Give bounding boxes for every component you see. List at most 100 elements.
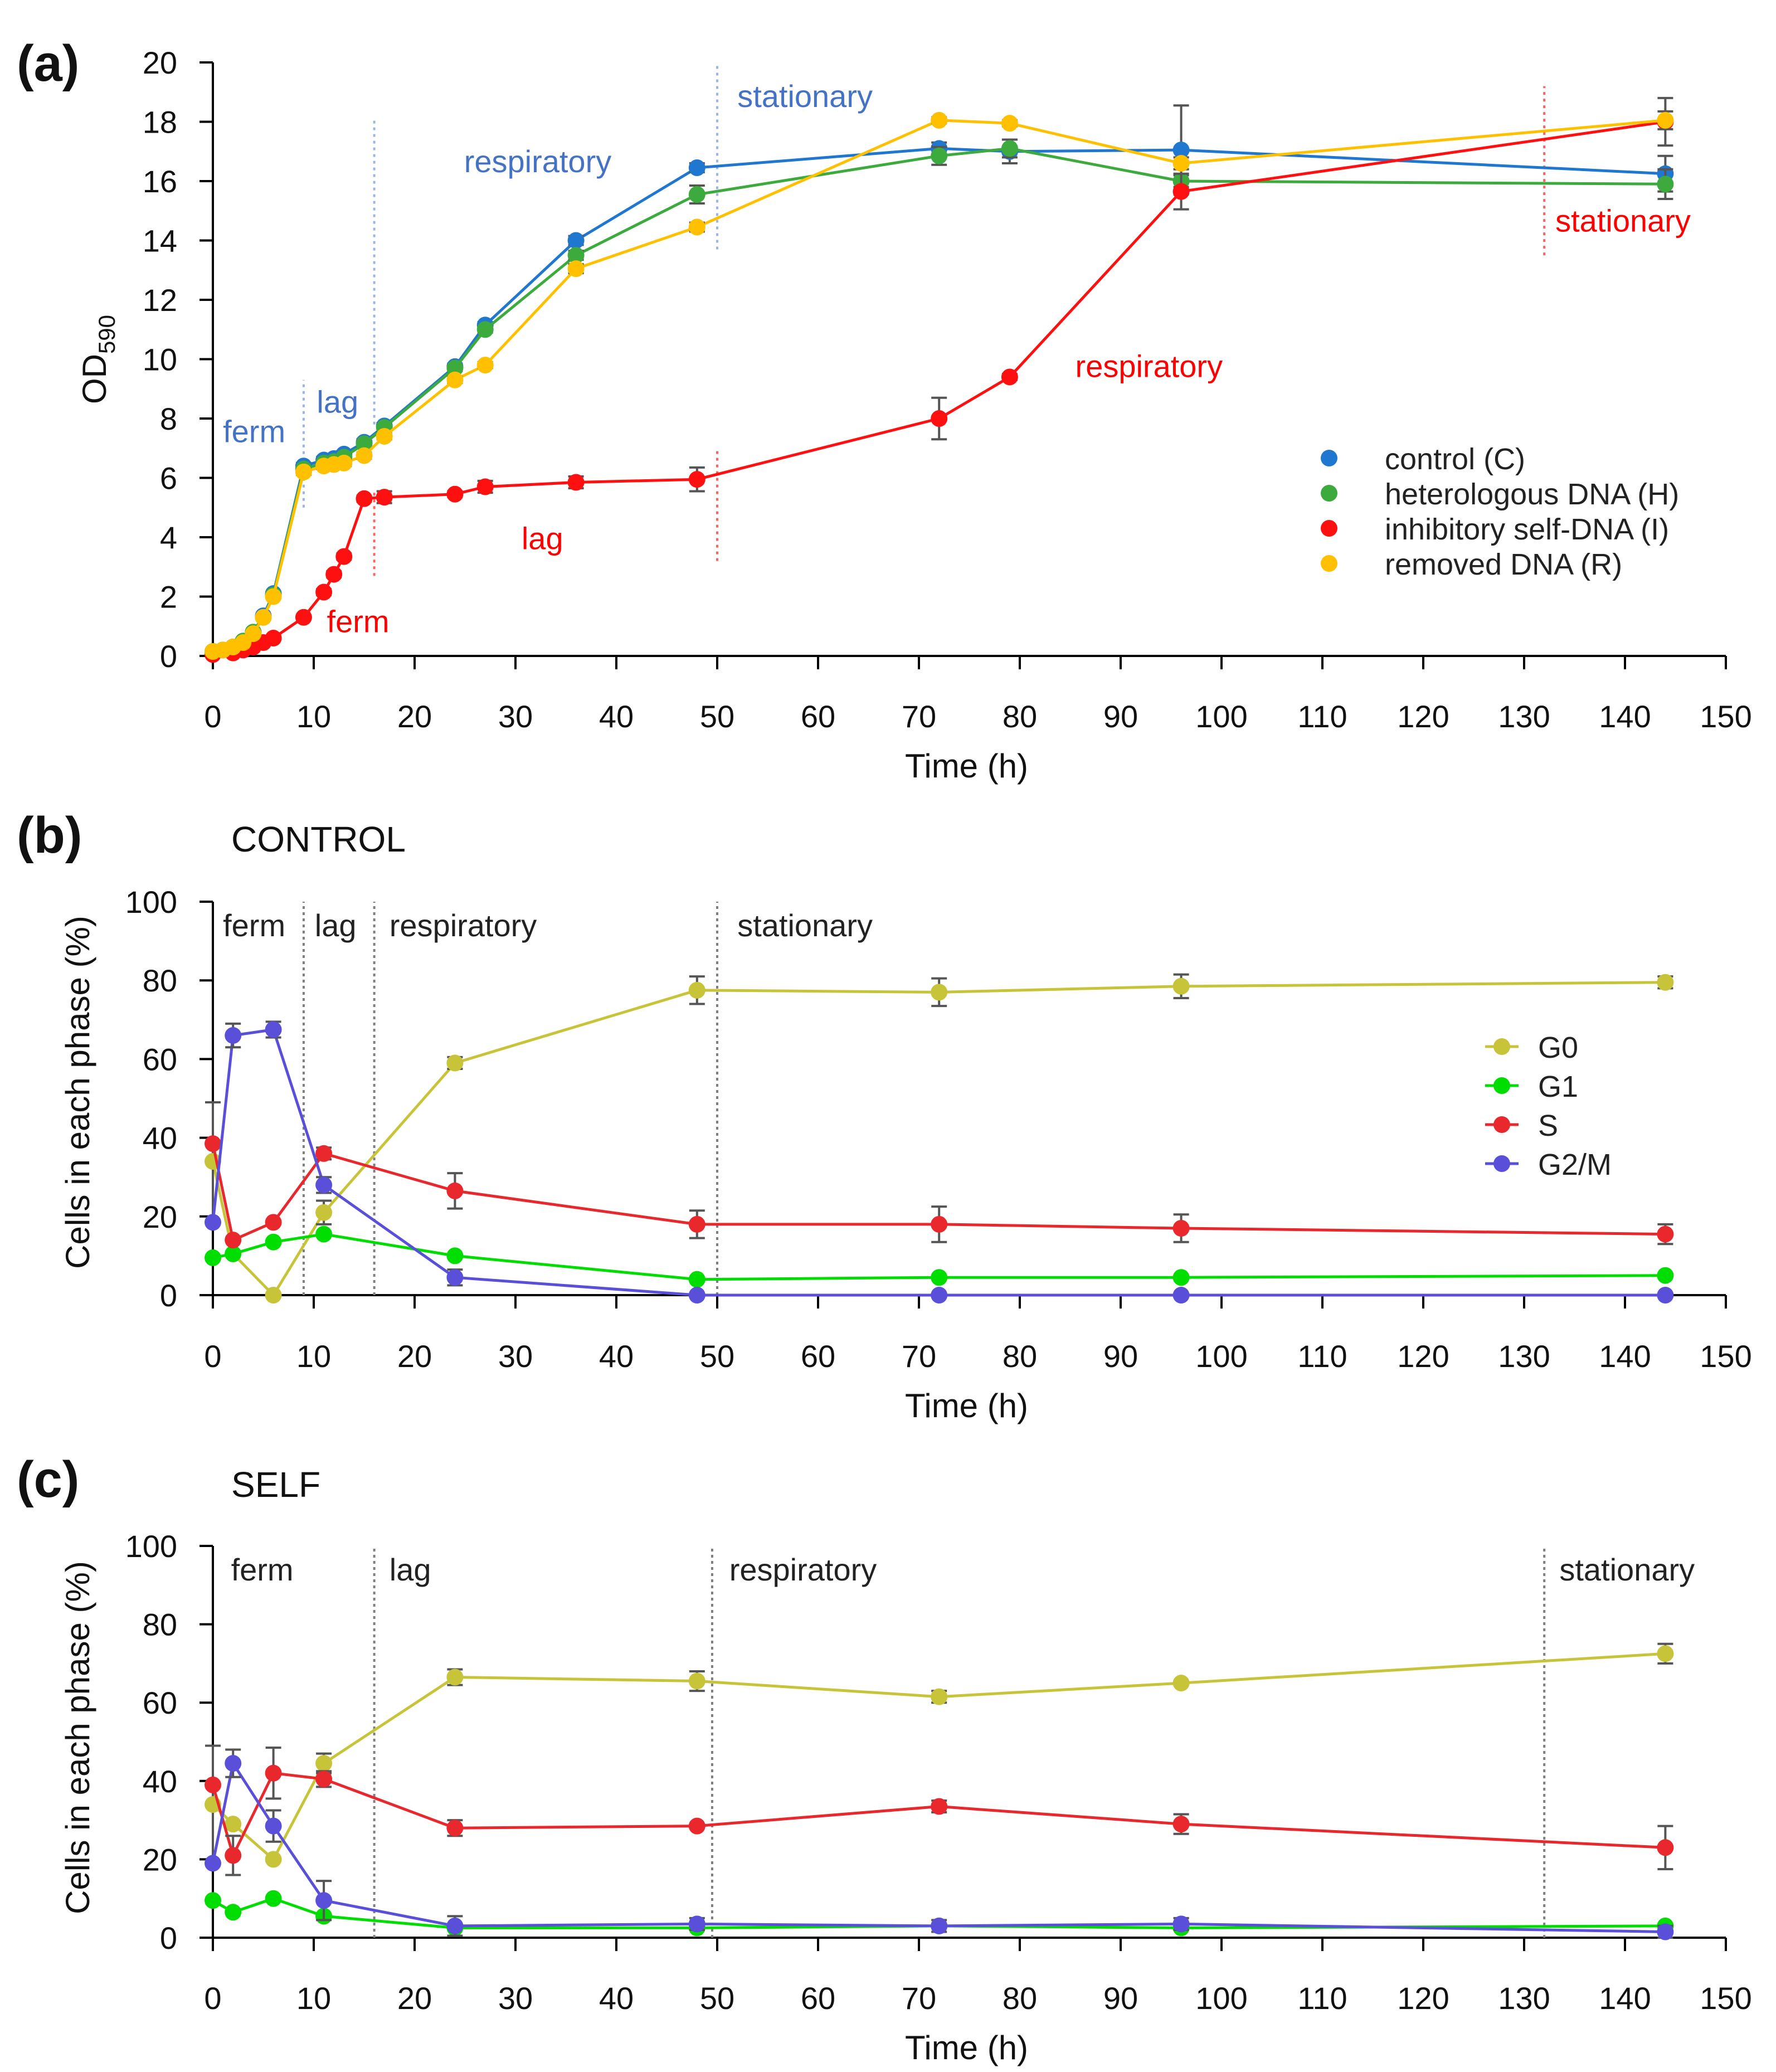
legend-label: control (C) [1385,442,1525,476]
data-point [446,1269,464,1286]
y-tick-label: 12 [143,283,177,318]
y-tick-label: 0 [160,639,177,674]
legend-marker [1493,1116,1510,1133]
data-point [567,232,585,249]
legend-label: G0 [1538,1031,1578,1064]
x-tick-label: 80 [1003,1981,1037,2016]
legend-marker [1493,1155,1510,1172]
y-axis-label: OD590 [76,315,120,404]
legend-marker [1321,555,1337,572]
data-point [688,1915,705,1933]
legend-marker [1321,520,1337,537]
x-tick-label: 20 [397,1981,432,2016]
phase-label: stationary [737,908,873,943]
y-tick-label: 100 [125,884,177,920]
data-point [335,548,353,565]
x-tick-label: 150 [1700,1981,1751,2016]
data-point [1657,1225,1674,1243]
y-tick-label: 20 [143,45,177,80]
data-point [1657,1287,1674,1303]
data-point [446,1182,464,1199]
data-point [476,321,494,338]
x-tick-label: 0 [204,1339,221,1374]
data-point [295,463,312,480]
x-tick-label: 120 [1397,1981,1449,2016]
data-point [1001,140,1018,157]
series-g2-m [205,1748,1674,1940]
legend-label: G2/M [1538,1148,1612,1181]
panel-title: SELF [231,1465,320,1505]
y-tick-label: 2 [160,580,177,615]
data-point [688,1817,705,1835]
data-point [1001,115,1018,132]
series-line [211,981,1666,1298]
data-point [255,609,272,626]
x-tick-label: 90 [1103,699,1138,734]
x-tick-label: 30 [498,1981,533,2016]
data-point [446,359,464,377]
data-point [315,1771,333,1788]
phase-label: lag [317,384,358,419]
data-point [446,371,464,388]
data-point [265,588,282,605]
phase-label: respiratory [464,144,612,179]
legend-marker [1321,450,1337,466]
data-point [265,1233,282,1251]
x-tick-label: 70 [902,1981,936,2016]
data-point [688,1215,705,1233]
phase-label: lag [315,908,357,943]
legend-label: S [1538,1109,1558,1142]
series-line [212,1652,1666,1862]
x-tick-label: 130 [1498,1981,1550,2016]
data-point [931,410,948,427]
data-point [1657,111,1674,129]
data-point [1172,1675,1190,1692]
series-g0 [205,973,1674,1303]
data-point [476,478,494,495]
x-axis-label: Time (h) [905,747,1028,785]
y-axis-label: Cells in each phase (%) [59,1561,96,1914]
data-point [688,1271,705,1288]
x-tick-label: 80 [1003,699,1037,734]
data-point [688,186,705,203]
x-tick-label: 110 [1297,699,1347,734]
x-tick-label: 20 [397,1339,432,1374]
phase-label: stationary [1555,203,1691,239]
y-axis-label: Cells in each phase (%) [59,916,96,1269]
data-point [931,1917,948,1934]
x-tick-label: 90 [1103,1339,1138,1374]
data-point [225,1027,242,1044]
panel-title: CONTROL [231,819,406,859]
data-point [356,447,373,464]
data-point [1172,1287,1190,1303]
data-point [567,247,585,264]
x-tick-label: 100 [1195,1339,1247,1374]
x-tick-label: 40 [599,1981,634,2016]
y-tick-label: 20 [143,1199,177,1234]
x-tick-label: 10 [296,1339,331,1374]
y-tick-label: 6 [160,461,177,496]
y-tick-label: 40 [143,1121,177,1156]
x-tick-label: 0 [204,1981,221,2016]
data-point [567,474,585,491]
phase-label: respiratory [729,1552,877,1587]
phase-label: ferm [223,414,285,449]
data-point [325,566,343,583]
x-tick-label: 20 [397,699,432,734]
x-tick-label: 30 [498,699,533,734]
data-point [1172,183,1190,200]
data-point [931,1798,948,1815]
x-tick-label: 130 [1498,699,1550,734]
data-point [205,1135,221,1152]
data-point [1657,176,1674,193]
y-tick-label: 8 [160,401,177,436]
series-line [211,1759,1666,1933]
data-point [688,159,705,177]
y-tick-label: 0 [160,1278,177,1313]
y-tick-label: 60 [143,1685,177,1720]
data-point [205,1855,221,1872]
data-point [446,1669,464,1686]
chart-panel-3: (c) SELF 0 10 20 30 40 50 60 70 80 90 100 110 120 130 14… [17,1451,1752,2066]
data-point [225,1847,242,1864]
series-s [205,1135,1674,1249]
